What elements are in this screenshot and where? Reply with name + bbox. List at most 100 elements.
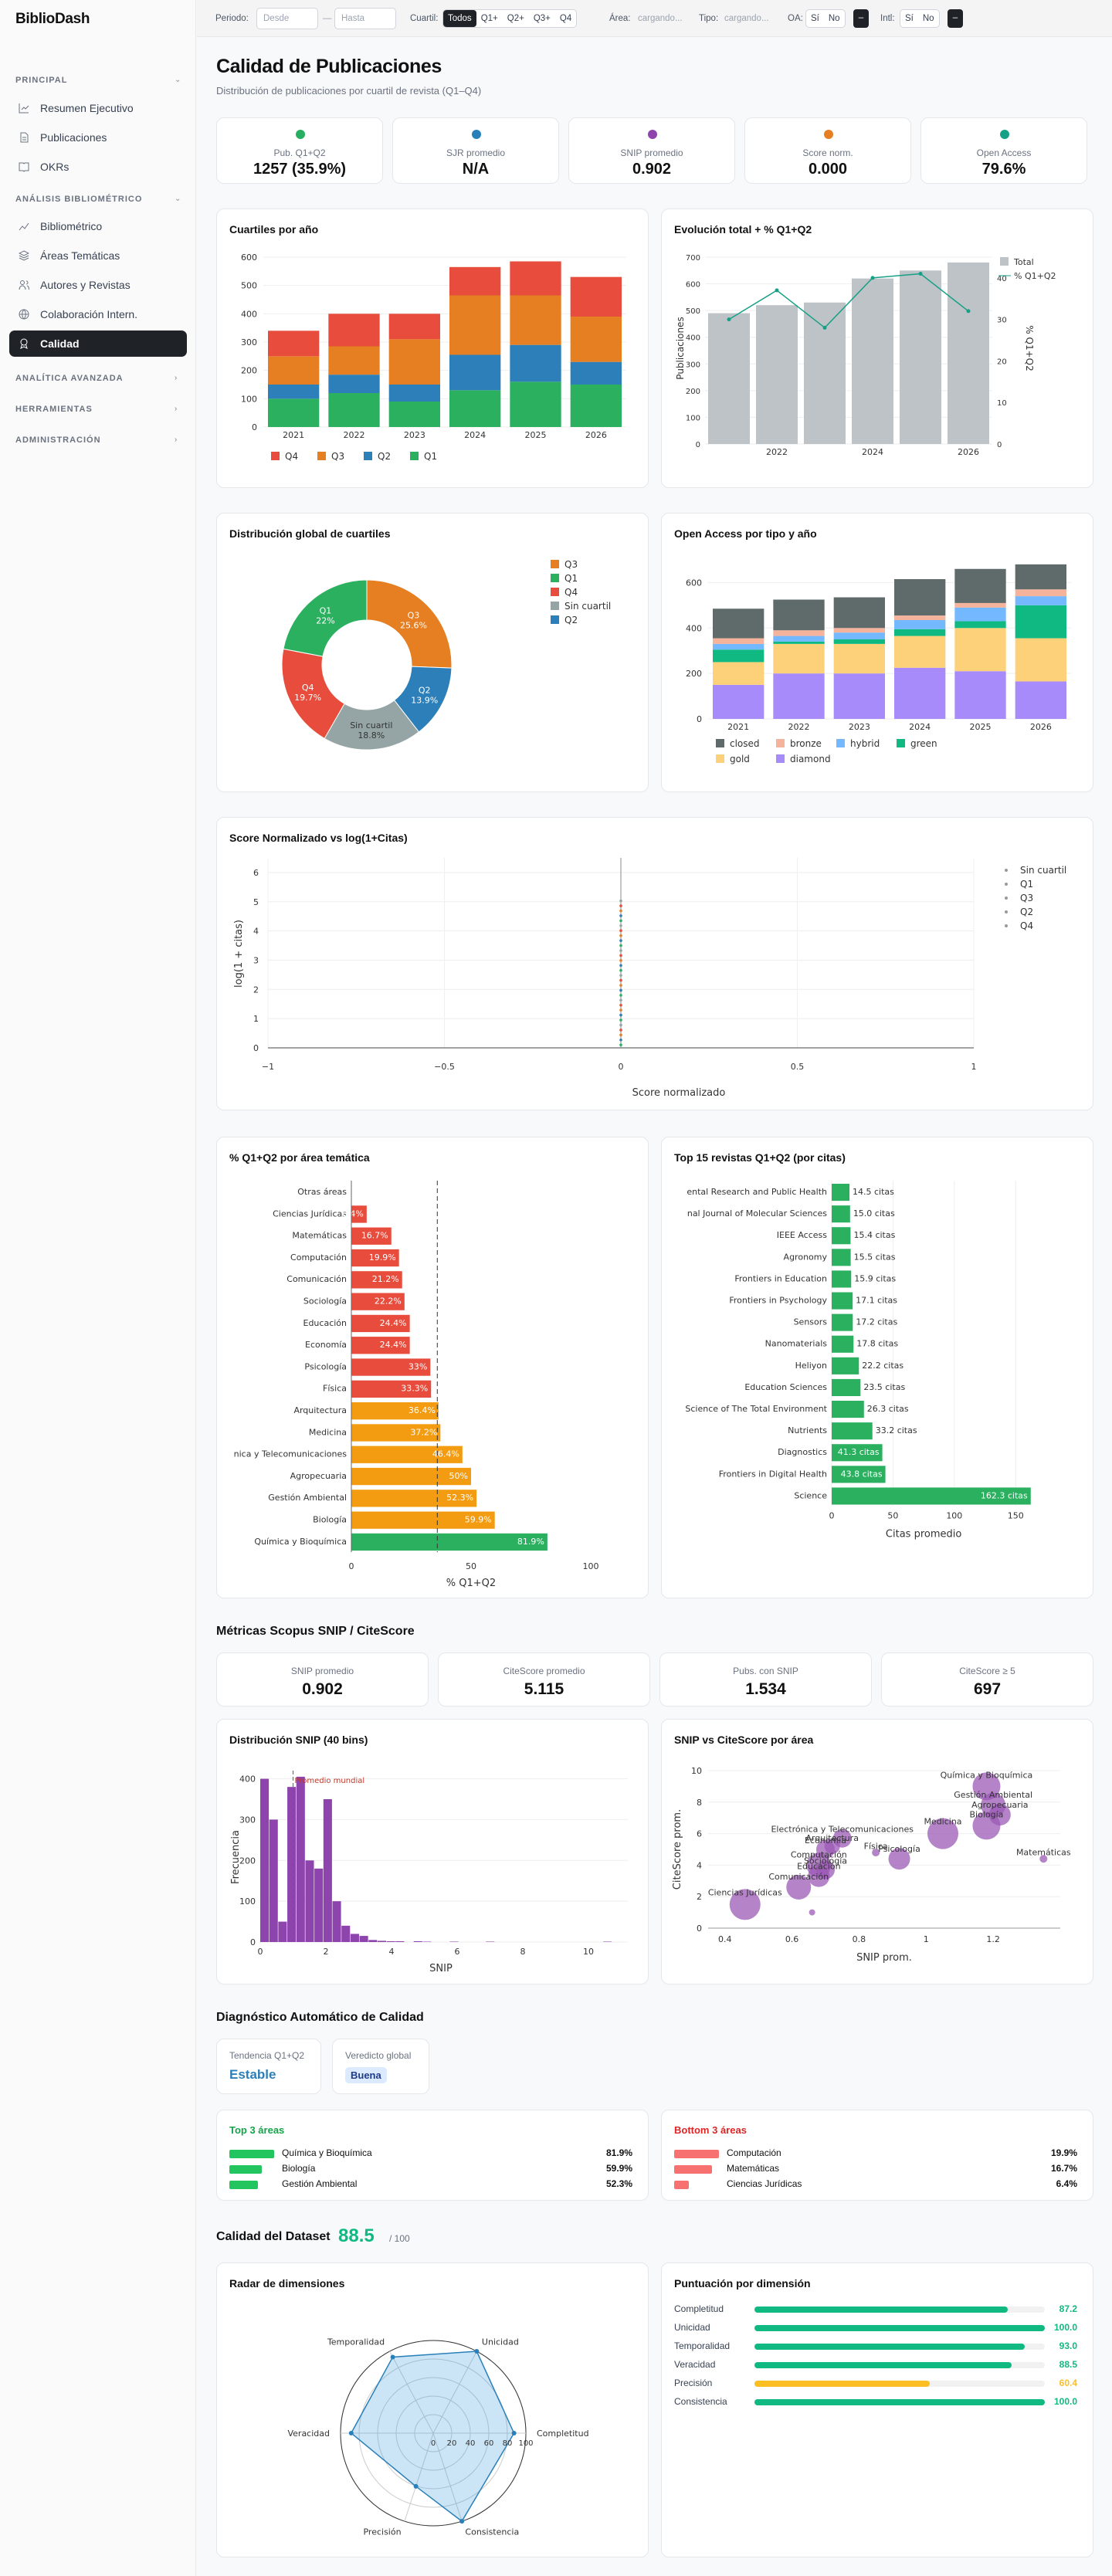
radar-tick-label: 80 <box>503 2439 513 2448</box>
cuartil-q1[interactable]: Q1+ <box>480 14 498 23</box>
intl-any[interactable]: – <box>948 9 963 28</box>
y-axis-label: log(1 + citas) <box>233 920 245 988</box>
nav-colaboracion[interactable]: Colaboración Intern. <box>9 301 187 327</box>
nav-autores[interactable]: Autores y Revistas <box>9 272 187 298</box>
section-analitica[interactable]: ANALÍTICA AVANZADA › <box>15 374 178 383</box>
y-tick-label: Educación <box>303 1318 348 1328</box>
data-label: 14.5 citas <box>853 1187 894 1197</box>
scatter-chart[interactable]: 0 1 2 3 4 5 6 −1 −0.5 0 0.5 1 Score normalizado log(1… <box>217 818 1094 1111</box>
dim-name: Veracidad <box>674 2359 716 2370</box>
data-label: 81.9% <box>517 1537 544 1547</box>
rank-name: Matemáticas <box>727 2163 780 2174</box>
bubble <box>972 1812 1001 1840</box>
hist-bar <box>323 1799 332 1942</box>
oa-no[interactable]: No <box>828 14 840 23</box>
cuartil-q3[interactable]: Q3+ <box>533 14 551 23</box>
bar-revista <box>832 1249 851 1266</box>
desde-input[interactable]: Desde <box>256 8 318 29</box>
snip-hist-chart[interactable]: 0 100 200 300 400 Promedio mundial 0 2 4 6 8 10 SNIP… <box>217 1720 649 1985</box>
intl-si[interactable]: Sí <box>905 14 914 23</box>
tick-label: 700 <box>686 254 700 263</box>
nav-areas[interactable]: Áreas Temáticas <box>9 242 187 269</box>
y-tick-label: Frontiers in Digital Health <box>719 1469 827 1479</box>
section-analisis[interactable]: ANÁLISIS BIBLIOMÉTRICO ⌄ <box>15 195 182 204</box>
dim-fill <box>754 2307 1008 2313</box>
legend-swatch <box>551 574 559 582</box>
bar-diamond <box>954 671 1006 719</box>
intl-no[interactable]: No <box>922 14 934 23</box>
kpi-value: 1257 (35.9%) <box>253 161 347 178</box>
radar-chart[interactable]: Completitud Unicidad Temporalidad Veracidad… <box>217 2263 649 2558</box>
bar-q1 <box>570 385 622 427</box>
filter-bar: Periodo: Desde — Hasta Cuartil: Todos Q1… <box>197 0 1112 37</box>
bubble <box>927 1818 958 1849</box>
evolucion-chart[interactable]: 0 100 200 300 400 500 600 700 0 10 20 30 40 2022 2024 2… <box>662 209 1094 489</box>
nav-bibliometrico[interactable]: Bibliométrico <box>9 213 187 239</box>
section-herramientas[interactable]: HERRAMIENTAS › <box>15 405 178 414</box>
bar-green <box>1015 605 1066 639</box>
area-select[interactable]: cargando... <box>638 14 683 23</box>
data-point <box>619 934 622 937</box>
slice-q3 <box>366 579 453 669</box>
bar-area <box>351 1533 548 1551</box>
bar-area <box>351 1337 410 1354</box>
intl-label: Intl: <box>880 14 895 23</box>
cuartil-q2[interactable]: Q2+ <box>507 14 524 23</box>
oa-chart[interactable]: 0 200 400 600 2021 2022 2023 2024 2025 2026 closed… <box>662 514 1094 793</box>
chart-title: Radar de dimensiones <box>229 2277 345 2290</box>
x-tick-label: 2022 <box>788 722 810 732</box>
range-separator: — <box>323 14 332 23</box>
cuartil-q4[interactable]: Q4 <box>559 14 572 23</box>
bar-total <box>756 305 798 444</box>
nav-publicaciones[interactable]: Publicaciones <box>9 124 187 151</box>
rank-bar <box>229 2165 263 2174</box>
section-principal[interactable]: PRINCIPAL ⌄ <box>15 76 182 85</box>
oa-any[interactable]: – <box>853 9 869 28</box>
data-point <box>619 944 622 947</box>
tick-label: 2 <box>697 1892 702 1902</box>
cuartiles-anio-chart[interactable]: 0 100 200 300 400 500 600 2021 2022 2023 2024 2025 2… <box>217 209 649 489</box>
tipo-select[interactable]: cargando... <box>724 14 769 23</box>
legend-label: closed <box>730 738 760 749</box>
dataset-score-max: / 100 <box>389 2233 410 2244</box>
tick-label: 4 <box>697 1860 702 1870</box>
data-label: 19.9% <box>369 1252 396 1263</box>
nav-okrs[interactable]: OKRs <box>9 154 187 180</box>
top-revistas-chart[interactable]: 0 50 100 150 ental Research and Public Healt… <box>662 1137 1094 1599</box>
bar-q3 <box>449 295 501 355</box>
bubble-label: Matemáticas <box>1016 1848 1071 1858</box>
section-administracion[interactable]: ADMINISTRACIÓN › <box>15 436 178 445</box>
rank-name: Biología <box>282 2163 316 2174</box>
card-snip-hist: Distribución SNIP (40 bins) 0 100 200 300 400… <box>216 1719 649 1985</box>
data-label: 50% <box>449 1471 468 1481</box>
y-tick-label: Nutrients <box>788 1425 827 1435</box>
tick-label: 100 <box>241 394 257 404</box>
app-logo[interactable]: BiblioDash <box>15 11 90 27</box>
snip-cite-chart[interactable]: 0 2 4 6 8 10 0.4 0.6 0.8 1 1.2 Química y Bioquímica… <box>662 1720 1094 1985</box>
radar-axis-label: Consistencia <box>465 2527 519 2537</box>
nav-resumen[interactable]: Resumen Ejecutivo <box>9 95 187 121</box>
slice-label: 19.7% <box>294 693 321 703</box>
card-radar: Radar de dimensiones Completitud Unicidad T… <box>216 2262 649 2557</box>
bubble-label: Computación <box>791 1849 847 1859</box>
data-label: 22.2 citas <box>862 1361 904 1371</box>
radar-tick-label: 60 <box>484 2439 494 2448</box>
radar-spoke <box>404 2432 434 2522</box>
radar-point <box>459 2519 465 2524</box>
bar-area <box>351 1424 441 1442</box>
oa-si[interactable]: Sí <box>811 14 819 23</box>
bubble-label: Educación <box>797 1862 841 1872</box>
nav-calidad[interactable]: Calidad <box>9 330 187 357</box>
bar-area <box>351 1511 495 1529</box>
hasta-input[interactable]: Hasta <box>334 8 396 29</box>
data-point <box>619 974 622 977</box>
hist-bar <box>341 1925 351 1942</box>
x-tick-label: 2025 <box>970 722 992 732</box>
tick-label: 8 <box>697 1798 702 1808</box>
cuartil-todos[interactable]: Todos <box>443 10 476 27</box>
data-point <box>619 1043 622 1047</box>
slice-label: 18.8% <box>358 730 385 741</box>
bar-bronze <box>954 602 1006 608</box>
